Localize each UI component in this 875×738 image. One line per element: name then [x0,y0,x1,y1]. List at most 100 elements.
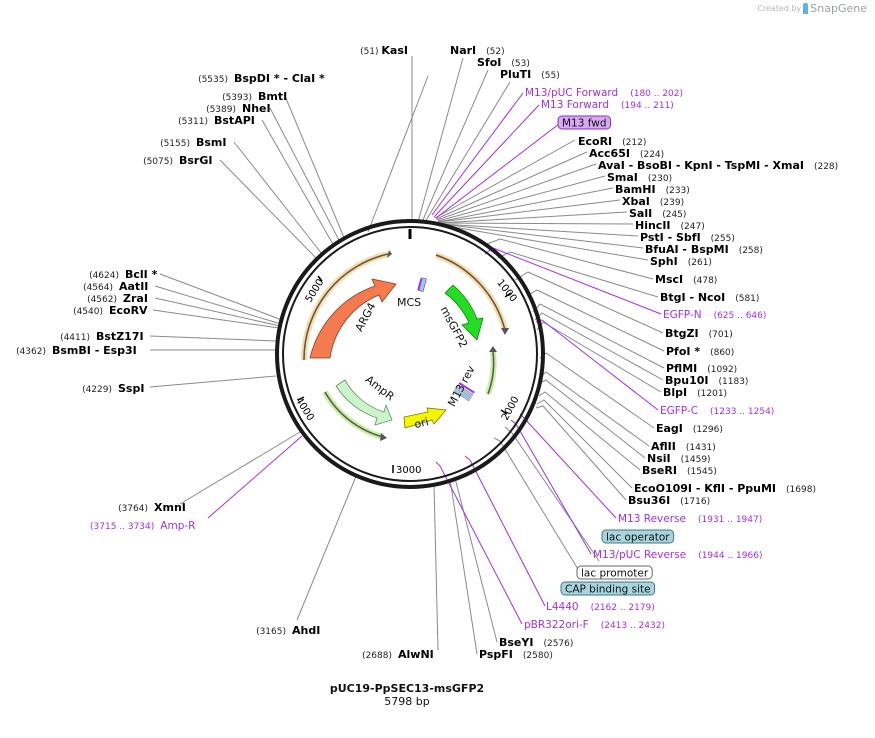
enzyme-site-bcli[interactable]: (4624) BclI * [89,268,158,281]
primer-pbr322ori-f[interactable]: pBR322ori-F (2413 .. 2432) [524,619,665,631]
primer-l4440[interactable]: L4440 (2162 .. 2179) [546,601,655,613]
primer-m13-puc-forward[interactable]: M13/pUC Forward (180 .. 202) [525,87,683,99]
enzyme-site-ecoo109i-kfli-ppumi[interactable]: EcoO109I - KflI - PpuMI (1698) [634,482,816,495]
credit-prefix: Created by [757,4,802,13]
enzyme-site-msci[interactable]: MscI (478) [655,273,717,286]
tick-label-2000: 2000 [500,395,522,423]
enzyme-site-btgi-ncoi[interactable]: BtgI - NcoI (581) [660,291,759,304]
enzyme-site-kasi[interactable]: (51) KasI [360,44,408,57]
svg-text:lac operator: lac operator [606,532,670,544]
enzyme-site-btgzi[interactable]: BtgZI (701) [665,327,733,340]
feature-m13-rev-cluster[interactable] [453,382,475,402]
mcs-primer-mark [417,278,423,291]
enzyme-labels-left: (5535) BspDI * - ClaI * (5393) BmtI(5389) Nh… [16,72,434,661]
enzyme-site-zrai[interactable]: (4562) ZraI [87,292,148,305]
enzyme-site-sfoi[interactable]: SfoI (53) [477,56,530,69]
enzyme-site-ecori[interactable]: EcoRI (212) [578,135,646,148]
svg-text:M13 fwd: M13 fwd [562,118,607,130]
enzyme-site-pluti[interactable]: PluTI (55) [500,68,560,81]
feature-label-mcs: MCS [397,296,421,309]
feature-label-ori: ori [413,415,430,431]
feature-boxed-labels: M13 fwd lac operator lac promoter CAP bindi… [557,115,675,596]
enzyme-site-bamhi[interactable]: BamHI (233) [615,183,690,196]
enzyme-site-sspi[interactable]: (4229) SspI [82,382,144,395]
feature-ampr[interactable] [335,379,393,426]
primer-m13-reverse[interactable]: M13 Reverse (1931 .. 1947) [618,513,762,525]
enzyme-site-nari[interactable]: NarI (52) [450,44,505,57]
feature-box-cap-binding-site[interactable]: CAP binding site [560,581,656,596]
feature-ori[interactable] [403,407,447,429]
snapgene-credit: Created by SnapGene [757,2,867,15]
enzyme-site-smai[interactable]: SmaI (230) [607,171,672,184]
enzyme-site-acc65i[interactable]: Acc65I (224) [589,147,664,160]
enzyme-leader-lines [149,56,665,655]
enzyme-labels-right: (51) KasI NarI (52)SfoI (53)PluTI (55) EcoRI(… [360,44,838,661]
enzyme-site-bsmi[interactable]: (5155) BsmI [160,136,226,149]
plasmid-name: pUC19-PpSEC13-msGFP2 [329,682,485,695]
enzyme-site-xmni[interactable]: (3764) XmnI [118,501,186,514]
orf-arc-msgfp2-line [435,254,506,331]
enzyme-site-bstapi[interactable]: (5311) BstAPI [178,114,255,127]
orf-arrowhead-icon [489,346,497,352]
enzyme-site-alwni[interactable]: (2688) AlwNI [362,648,434,661]
plasmid-title-block: pUC19-PpSEC13-msGFP2 5798 bp [0,682,814,708]
svg-text:CAP binding site: CAP binding site [565,584,651,596]
ampr-dots: · · · [340,379,345,383]
enzyme-site-sali[interactable]: SalI (245) [629,207,686,220]
enzyme-site-hincii[interactable]: HincII (247) [635,219,705,232]
feature-label-ampr: AmpR [363,373,397,404]
enzyme-site-bsmbi-esp3i[interactable]: (4362) BsmBI - Esp3I [16,344,137,357]
primer-labels: M13/pUC Forward (180 .. 202)M13 Forward (1… [90,87,774,631]
orf-arc-arg4-line [303,253,389,361]
feature-box-m13-fwd[interactable]: M13 fwd [557,115,612,130]
enzyme-site-eagi[interactable]: EagI (1296) [656,422,723,435]
svg-text:lac promoter: lac promoter [581,568,649,580]
enzyme-site-pfoi[interactable]: PfoI * (860) [666,345,734,358]
enzyme-site-ahdi[interactable]: (3165) AhdI [256,624,320,637]
feature-box-lac-promoter[interactable]: lac promoter [576,565,653,580]
orf-arrowhead-icon [380,433,387,441]
orf-arrowhead-icon [501,328,509,335]
credit-brand: SnapGene [810,2,867,15]
tick-label-3000: 3000 [396,465,421,476]
enzyme-site-nhei[interactable]: (5389) NheI [206,102,271,115]
backbone-inner-ring [282,226,538,482]
enzyme-site-avai-bsobi-kpni-tspmi-xmai[interactable]: AvaI - BsoBI - KpnI - TspMI - XmaI (228) [598,159,838,172]
enzyme-site-bstz17i[interactable]: (4411) BstZ17I [60,330,144,343]
orf-arc-ampr-line [324,391,384,438]
enzyme-site-bmti[interactable]: (5393) BmtI [222,90,287,103]
enzyme-site-bpu10i[interactable]: Bpu10I (1183) [665,374,748,387]
backbone-outer-ring [275,219,545,489]
primer-amp-r[interactable]: (3715 .. 3734) Amp-R [90,520,195,532]
feature-label-m13-rev: M13 rev [445,363,478,409]
enzyme-site-xbai[interactable]: XbaI (239) [622,195,684,208]
orf-arc-m13-line [487,351,495,395]
enzyme-site-pflmi[interactable]: PflMI (1092) [666,362,737,375]
primer-egfp-c[interactable]: EGFP-C (1233 .. 1254) [660,405,774,417]
orf-arrowhead-icon [387,250,392,258]
primer-m13-forward[interactable]: M13 Forward (194 .. 211) [541,99,674,111]
enzyme-site-nsii[interactable]: NsiI (1459) [647,452,711,465]
enzyme-site-bseri[interactable]: BseRI (1545) [642,464,717,477]
enzyme-site-blpi[interactable]: BlpI (1201) [663,386,727,399]
enzyme-site-ecorv[interactable]: (4540) EcoRV [73,304,148,317]
enzyme-site-psti-sbfi[interactable]: PstI - SbfI (255) [640,231,735,244]
enzyme-site-bfuai-bspmi[interactable]: BfuAI - BspMI (258) [645,243,763,256]
feature-box-lac-operator[interactable]: lac operator [601,529,675,544]
enzyme-site-bseyi[interactable]: BseYI (2576) [499,636,573,649]
tick-marks [297,275,512,473]
enzyme-site-bspdi-clai[interactable]: (5535) BspDI * - ClaI * [198,72,325,85]
enzyme-site-aflii[interactable]: AflII (1431) [651,440,716,453]
primer-egfp-n[interactable]: EGFP-N (625 .. 646) [663,309,766,321]
enzyme-site-bsrgi[interactable]: (5075) BsrGI [143,154,212,167]
enzyme-site-pspfi[interactable]: PspFI (2580) [479,648,553,661]
snapgene-logo-icon [803,3,809,14]
feature-msgfp2[interactable] [444,284,484,341]
feature-arg4[interactable] [309,278,397,359]
enzyme-site-aatii[interactable]: (4564) AatII [83,280,148,293]
enzyme-site-sphi[interactable]: SphI (261) [650,255,712,268]
plasmid-length: 5798 bp [384,695,430,708]
primer-m13-puc-reverse[interactable]: M13/pUC Reverse (1944 .. 1966) [593,549,762,561]
enzyme-site-bsu36i[interactable]: Bsu36I (1716) [628,494,710,507]
